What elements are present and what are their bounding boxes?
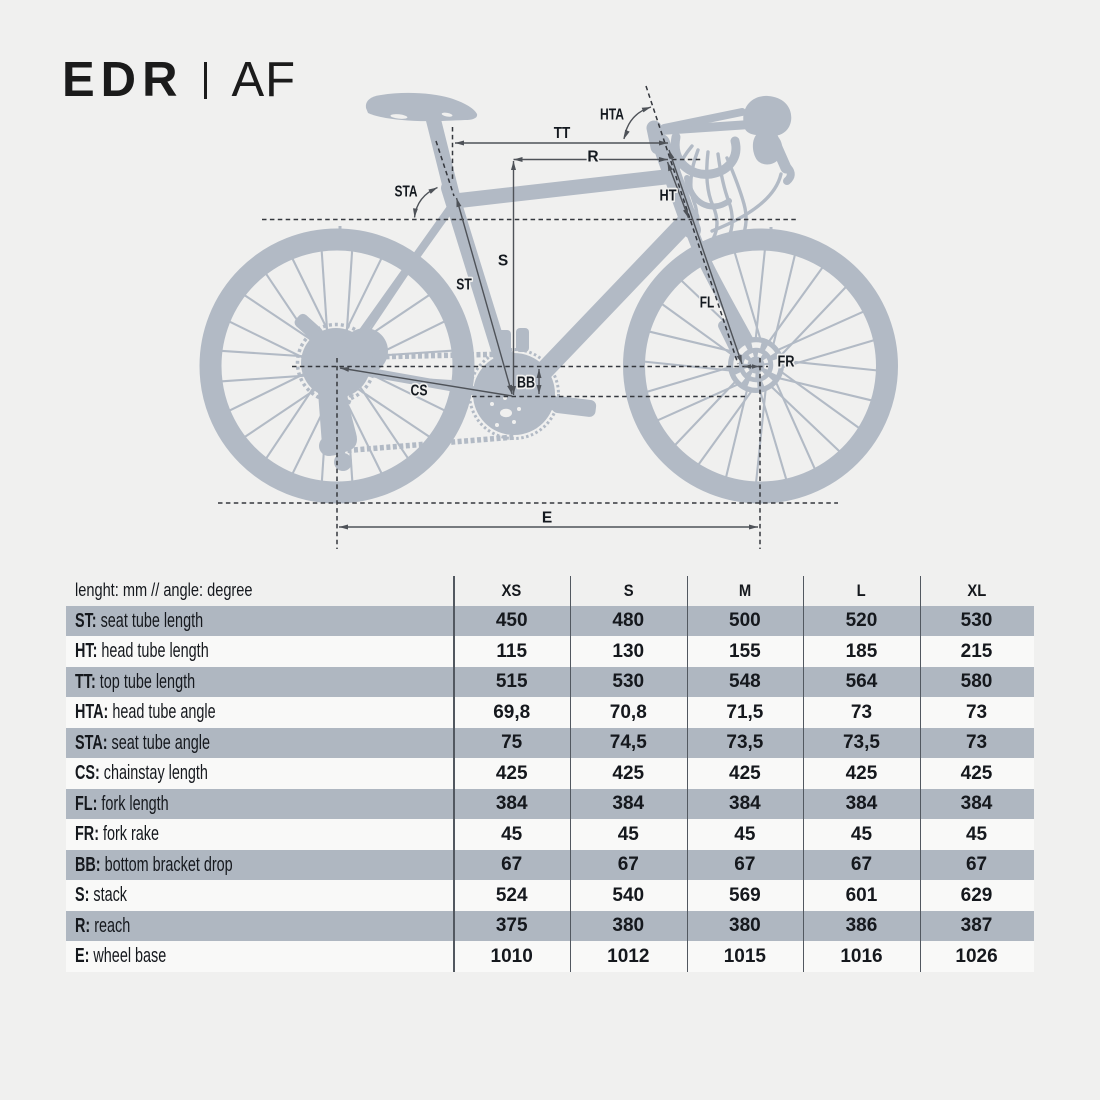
svg-text:R: R [587,149,598,166]
svg-text:HT: HT [660,188,677,205]
svg-text:FR: FR [778,354,795,371]
svg-text:FL: FL [700,295,715,312]
svg-text:CS: CS [411,383,428,400]
svg-text:ST: ST [456,277,472,294]
svg-text:HTA: HTA [600,107,624,124]
svg-text:BB: BB [517,375,535,392]
svg-text:S: S [498,253,508,270]
svg-text:TT: TT [554,125,571,142]
svg-text:STA: STA [395,184,418,201]
svg-text:E: E [542,510,552,527]
